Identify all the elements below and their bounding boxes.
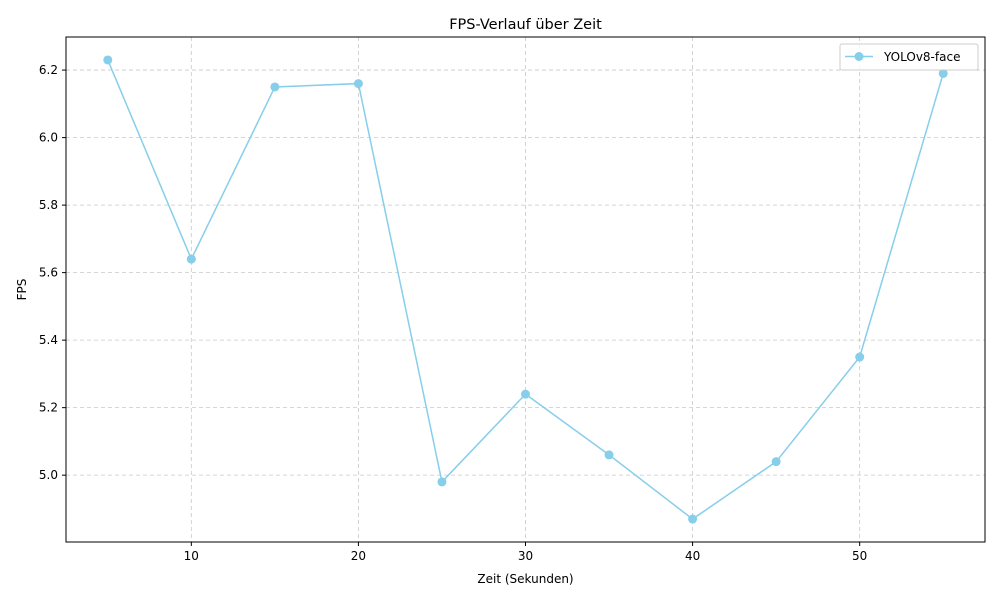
y-tick-label: 5.0 bbox=[39, 468, 58, 482]
y-tick-label: 5.6 bbox=[39, 266, 58, 280]
y-tick-label: 6.0 bbox=[39, 131, 58, 145]
data-point bbox=[938, 68, 948, 78]
axis-ticks: 10 20 30 40 50 5.0 5.2 5.4 5.6 5.8 6.0 6.2 bbox=[39, 63, 867, 563]
data-point bbox=[186, 254, 196, 264]
data-point bbox=[270, 82, 280, 92]
grid-lines bbox=[66, 37, 985, 542]
data-point bbox=[771, 457, 781, 467]
x-tick-label: 50 bbox=[852, 549, 867, 563]
legend: YOLOv8-face bbox=[839, 43, 979, 71]
x-axis-label: Zeit (Sekunden) bbox=[477, 572, 573, 586]
y-axis-label: FPS bbox=[15, 279, 29, 301]
data-point bbox=[103, 55, 113, 65]
data-point bbox=[521, 389, 530, 399]
data-point bbox=[353, 79, 363, 89]
x-tick-label: 20 bbox=[351, 549, 366, 563]
y-tick-label: 6.2 bbox=[39, 63, 58, 77]
legend-box bbox=[839, 43, 979, 71]
x-tick-label: 30 bbox=[518, 549, 533, 563]
series-layer bbox=[103, 55, 948, 524]
legend-series-marker bbox=[854, 52, 864, 61]
y-tick-label: 5.2 bbox=[39, 401, 58, 415]
chart-title: FPS-Verlauf über Zeit bbox=[449, 17, 602, 33]
data-point bbox=[437, 477, 447, 487]
x-tick-label: 40 bbox=[685, 549, 700, 563]
y-tick-label: 5.4 bbox=[39, 333, 58, 347]
x-tick-label: 10 bbox=[184, 549, 199, 563]
data-point bbox=[604, 450, 614, 460]
legend-series-label: YOLOv8-face bbox=[883, 50, 960, 64]
data-point bbox=[688, 514, 698, 524]
data-point bbox=[855, 352, 865, 362]
y-tick-label: 5.8 bbox=[39, 198, 58, 212]
